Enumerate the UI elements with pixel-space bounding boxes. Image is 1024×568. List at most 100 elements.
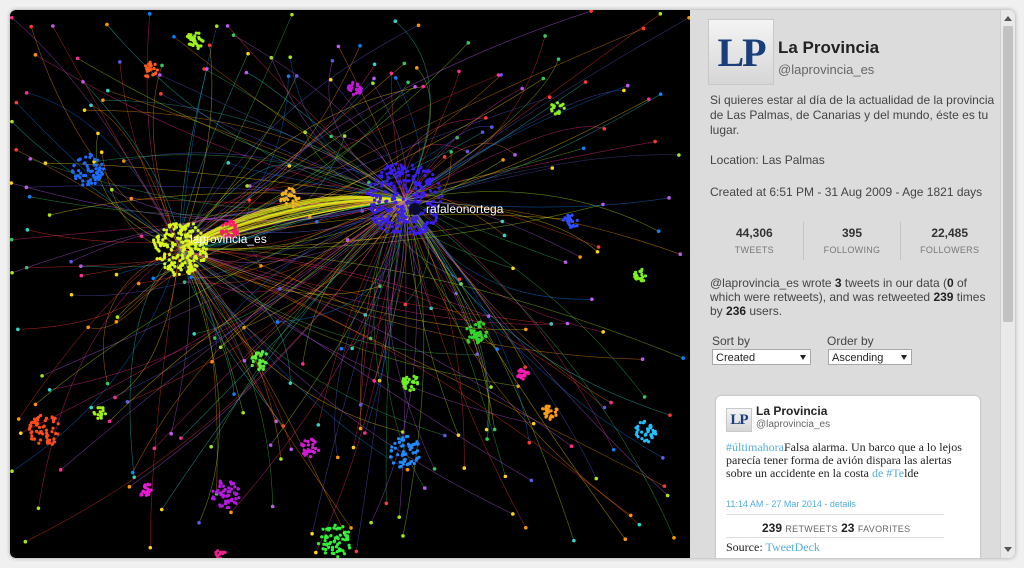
graph-node[interactable] xyxy=(404,382,408,386)
graph-node[interactable] xyxy=(380,220,384,224)
graph-node[interactable] xyxy=(410,216,414,220)
graph-node[interactable] xyxy=(155,235,159,239)
graph-node[interactable] xyxy=(350,83,354,87)
graph-node[interactable] xyxy=(34,429,39,433)
graph-node[interactable] xyxy=(96,158,100,162)
graph-node[interactable] xyxy=(400,167,404,172)
graph-node[interactable] xyxy=(433,190,437,194)
graph-node[interactable] xyxy=(561,102,565,106)
graph-node[interactable] xyxy=(235,232,239,236)
graph-node[interactable] xyxy=(162,228,166,232)
graph-node[interactable] xyxy=(602,126,607,131)
graph-node[interactable] xyxy=(391,168,396,172)
graph-node[interactable] xyxy=(284,201,289,206)
graph-node[interactable] xyxy=(211,495,215,499)
graph-node[interactable] xyxy=(465,149,470,154)
graph-node[interactable] xyxy=(646,97,651,101)
sort-by-select[interactable]: Created xyxy=(712,349,811,365)
graph-node[interactable] xyxy=(231,33,236,37)
graph-node[interactable] xyxy=(84,155,88,159)
graph-node[interactable] xyxy=(338,549,342,553)
graph-node[interactable] xyxy=(87,182,91,186)
graph-node[interactable] xyxy=(634,432,638,437)
graph-node[interactable] xyxy=(418,230,423,234)
graph-node[interactable] xyxy=(389,167,393,171)
tweet-link[interactable]: de #Te xyxy=(871,466,905,480)
graph-node[interactable] xyxy=(411,175,415,179)
graph-node[interactable] xyxy=(141,489,145,493)
graph-node[interactable] xyxy=(16,417,21,421)
graph-node[interactable] xyxy=(546,410,550,415)
graph-node[interactable] xyxy=(503,474,508,479)
graph-node[interactable] xyxy=(563,260,568,264)
graph-node[interactable] xyxy=(290,12,294,17)
graph-node[interactable] xyxy=(332,539,337,543)
graph-node[interactable] xyxy=(409,385,414,389)
graph-node[interactable] xyxy=(570,224,574,228)
graph-node[interactable] xyxy=(50,430,54,434)
graph-node[interactable] xyxy=(159,507,164,512)
graph-node[interactable] xyxy=(611,447,616,452)
graph-node[interactable] xyxy=(144,74,148,78)
graph-node[interactable] xyxy=(310,531,314,536)
graph-node[interactable] xyxy=(147,490,151,494)
graph-node[interactable] xyxy=(178,259,182,263)
graph-node[interactable] xyxy=(428,180,432,184)
graph-node[interactable] xyxy=(96,406,100,410)
graph-node[interactable] xyxy=(287,186,291,191)
graph-node[interactable] xyxy=(330,551,334,555)
graph-node[interactable] xyxy=(56,422,60,426)
graph-node[interactable] xyxy=(406,173,410,177)
graph-node[interactable] xyxy=(216,549,220,553)
graph-node[interactable] xyxy=(169,248,174,252)
graph-node[interactable] xyxy=(106,88,110,93)
graph-node[interactable] xyxy=(385,217,389,221)
graph-node[interactable] xyxy=(333,536,337,540)
graph-node[interactable] xyxy=(10,181,14,185)
graph-node[interactable] xyxy=(677,153,681,157)
graph-node[interactable] xyxy=(384,199,388,204)
network-graph[interactable]: laprovincia_es rafaleonortega xyxy=(10,10,690,558)
graph-node[interactable] xyxy=(328,526,332,531)
graph-node[interactable] xyxy=(30,430,34,434)
graph-node[interactable] xyxy=(422,225,426,230)
graph-node[interactable] xyxy=(477,337,481,341)
graph-node[interactable] xyxy=(401,438,406,442)
graph-node[interactable] xyxy=(432,213,436,217)
graph-node[interactable] xyxy=(412,461,416,466)
graph-node[interactable] xyxy=(198,243,202,247)
graph-node[interactable] xyxy=(397,515,402,519)
graph-node[interactable] xyxy=(422,193,427,198)
graph-node[interactable] xyxy=(413,225,417,229)
graph-node[interactable] xyxy=(429,221,433,225)
graph-node[interactable] xyxy=(641,26,646,31)
graph-node[interactable] xyxy=(601,202,605,207)
graph-node[interactable] xyxy=(86,179,90,183)
graph-node[interactable] xyxy=(400,453,404,457)
graph-node[interactable] xyxy=(636,424,640,428)
graph-node[interactable] xyxy=(257,367,261,371)
graph-node[interactable] xyxy=(484,335,488,339)
graph-node[interactable] xyxy=(127,485,132,489)
graph-node[interactable] xyxy=(434,218,438,223)
graph-node[interactable] xyxy=(193,254,197,259)
graph-node[interactable] xyxy=(553,112,557,116)
graph-node[interactable] xyxy=(405,179,409,183)
graph-node[interactable] xyxy=(438,200,442,204)
graph-node[interactable] xyxy=(74,176,78,181)
graph-node[interactable] xyxy=(268,443,273,447)
graph-node[interactable] xyxy=(113,395,117,400)
graph-node[interactable] xyxy=(147,62,151,67)
graph-node[interactable] xyxy=(147,12,152,16)
graph-node[interactable] xyxy=(277,287,282,291)
graph-node[interactable] xyxy=(428,177,432,181)
graph-node[interactable] xyxy=(224,230,228,234)
graph-node[interactable] xyxy=(294,196,298,200)
graph-node[interactable] xyxy=(342,552,347,556)
graph-node[interactable] xyxy=(402,209,407,213)
graph-node[interactable] xyxy=(380,175,384,179)
graph-node[interactable] xyxy=(622,88,626,93)
graph-node[interactable] xyxy=(419,165,423,170)
graph-node[interactable] xyxy=(258,364,262,368)
graph-node[interactable] xyxy=(468,335,472,339)
